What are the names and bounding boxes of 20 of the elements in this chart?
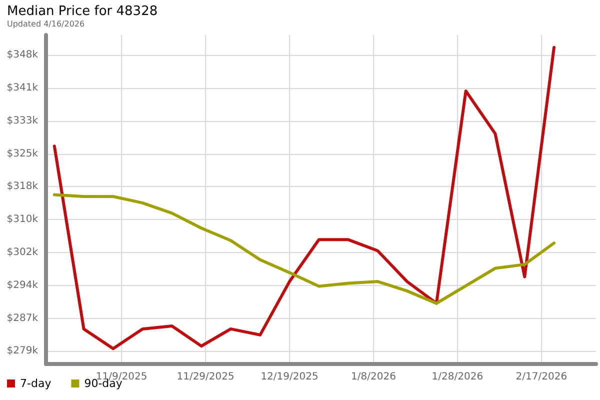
y-tick-label: $333k xyxy=(6,115,38,126)
y-tick-label: $325k xyxy=(6,148,38,160)
y-tick-label: $341k xyxy=(6,82,38,94)
y-tick-label: $294k xyxy=(6,280,38,291)
y-tick-label: $318k xyxy=(6,181,38,192)
chart-title: Median Price for 48328 xyxy=(7,4,158,19)
y-tick-label: $302k xyxy=(6,246,38,258)
x-tick-label: 1/28/2026 xyxy=(432,372,484,382)
y-tick-label: $310k xyxy=(6,214,38,226)
x-tick-label: 11/29/2025 xyxy=(176,372,234,382)
chart-subtitle: Updated 4/16/2026 xyxy=(7,20,85,28)
line-series xyxy=(52,46,556,350)
legend-label: 7-day xyxy=(20,377,52,390)
y-tick-label: $279k xyxy=(6,346,38,357)
x-tick-label: 2/17/2026 xyxy=(516,372,568,382)
x-tick-label: 12/19/2025 xyxy=(260,372,318,382)
y-tick-label: $287k xyxy=(6,312,38,324)
line-series xyxy=(52,193,556,305)
x-tick-label: 1/8/2026 xyxy=(351,372,396,382)
y-tick-label: $348k xyxy=(6,50,38,61)
